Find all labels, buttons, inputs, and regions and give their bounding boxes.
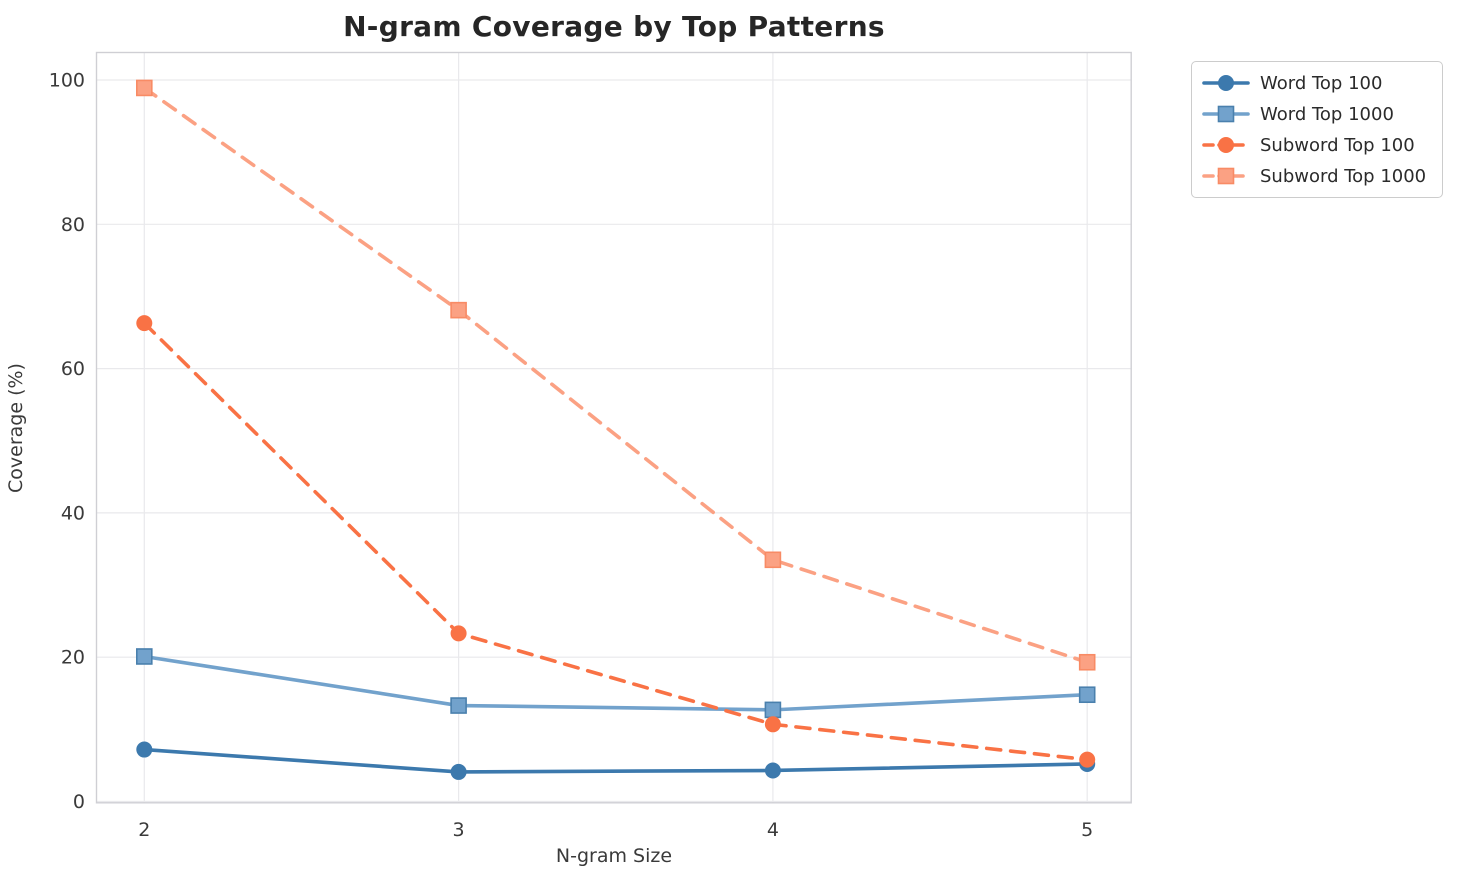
legend-sample-subword-top-1000	[1202, 167, 1250, 185]
series-line-subword-top-100	[142, 321, 1089, 762]
x-tick-label-4: 4	[767, 819, 779, 841]
legend-label-word-top-100: Word Top 100	[1260, 72, 1383, 94]
series-line-word-top-1000	[142, 654, 1089, 712]
marker-word-top-1000-x4	[764, 701, 782, 719]
legend-item-subword-top-100: Subword Top 100	[1202, 134, 1426, 156]
legend-label-subword-top-1000: Subword Top 1000	[1260, 165, 1427, 187]
x-axis-label: N-gram Size	[555, 845, 673, 867]
legend-item-word-top-1000: Word Top 1000	[1202, 103, 1426, 125]
legend-item-subword-top-1000: Subword Top 1000	[1202, 165, 1426, 187]
marker-subword-top-100-x3	[450, 625, 467, 642]
y-tick-label-60: 60	[61, 358, 85, 380]
marker-word-top-1000-x5	[1078, 686, 1096, 704]
marker-subword-top-1000-x2	[136, 79, 153, 97]
legend-marker-word-top-1000	[1217, 105, 1235, 123]
x-tick-label-2: 2	[138, 819, 150, 841]
y-tick-label-20: 20	[61, 647, 85, 669]
y-axis-label: Coverage (%)	[5, 363, 27, 493]
legend-marker-word-top-100	[1218, 75, 1234, 91]
marker-word-top-1000-x2	[136, 648, 153, 665]
marker-subword-top-100-x5	[1079, 751, 1096, 768]
y-tick-label-0: 0	[73, 791, 85, 813]
x-tick-label-5: 5	[1081, 819, 1093, 841]
marker-subword-top-1000-x5	[1078, 653, 1096, 671]
marker-subword-top-1000-x4	[764, 551, 782, 569]
legend-marker-subword-top-1000	[1217, 167, 1235, 185]
marker-word-top-1000-x3	[450, 697, 467, 714]
marker-subword-top-100-x2	[136, 315, 153, 332]
legend-sample-word-top-1000	[1202, 105, 1250, 123]
legend-sample-word-top-100	[1202, 75, 1250, 91]
legend-label-word-top-1000: Word Top 1000	[1260, 103, 1394, 125]
axes-spines	[95, 51, 1132, 804]
marker-subword-top-1000-x3	[450, 301, 467, 319]
legend-marker-subword-top-100	[1218, 137, 1234, 153]
marker-subword-top-100-x4	[764, 716, 781, 733]
y-tick-label-100: 100	[49, 70, 85, 92]
y-tick-label-40: 40	[61, 502, 85, 524]
chart-title: N-gram Coverage by Top Patterns	[343, 10, 885, 43]
y-tick-label-80: 80	[61, 214, 85, 236]
legend: Word Top 100 Word Top 1000 Subword Top 100…	[1191, 61, 1444, 198]
marker-word-top-100-x2	[136, 741, 153, 758]
series-line-subword-top-1000	[142, 86, 1089, 665]
legend-item-word-top-100: Word Top 100	[1202, 72, 1426, 94]
legend-sample-subword-top-100	[1202, 137, 1250, 153]
x-tick-label-3: 3	[453, 819, 465, 841]
marker-word-top-100-x3	[450, 763, 467, 780]
series-line-word-top-100	[142, 747, 1089, 774]
legend-label-subword-top-100: Subword Top 100	[1260, 134, 1415, 156]
marker-word-top-100-x4	[764, 762, 781, 779]
